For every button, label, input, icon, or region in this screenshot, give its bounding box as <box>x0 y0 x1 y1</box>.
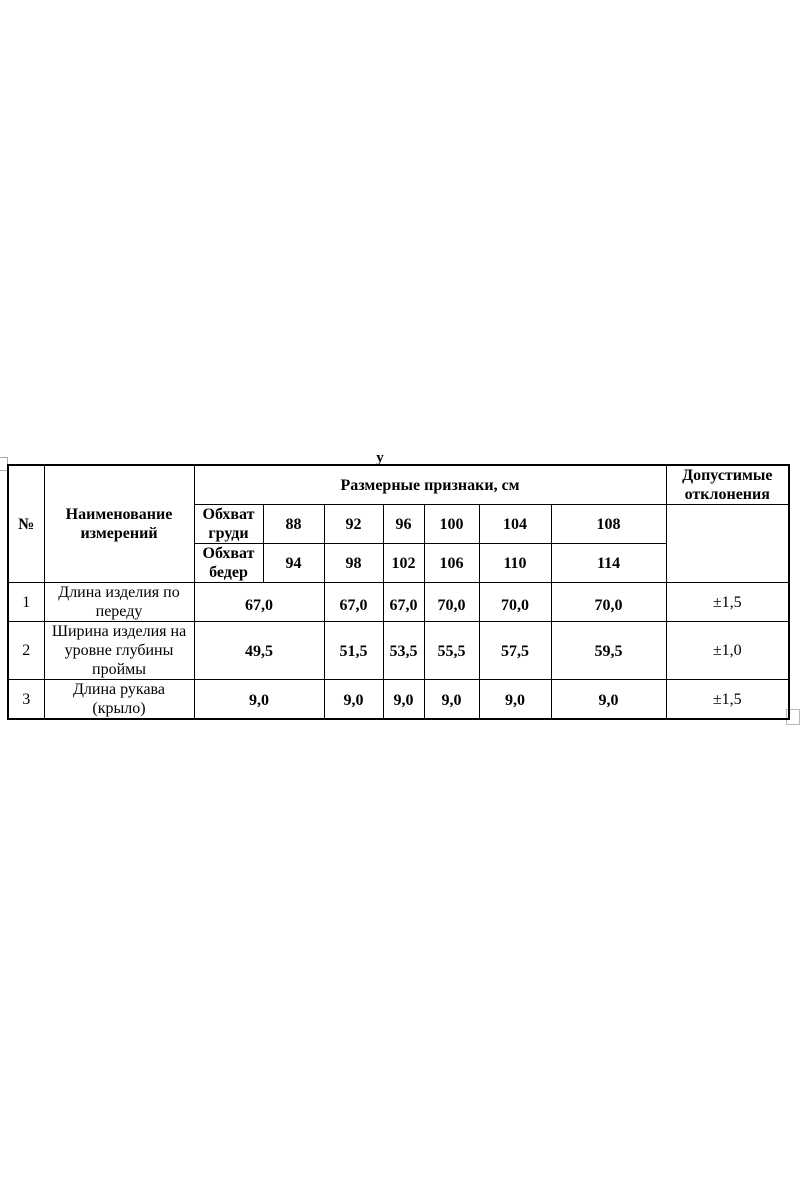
chest-size-cell: 108 <box>550 504 667 544</box>
hip-size-cell: 98 <box>323 543 384 583</box>
value-cell: 70,0 <box>550 582 667 622</box>
value-cell: 57,5 <box>478 621 552 680</box>
value-cell: 49,5 <box>193 621 325 680</box>
header-row-hip: Обхват бедер 94 98 102 106 110 114 <box>8 543 789 583</box>
hip-size-cell: 102 <box>382 543 425 583</box>
value-cell: 9,0 <box>193 679 325 720</box>
value-cell: 9,0 <box>382 679 425 720</box>
value-cell: 9,0 <box>323 679 384 720</box>
value-cell: 67,0 <box>193 582 325 622</box>
table-row: 3 Длина рукава (крыло) 9,0 9,0 9,0 9,0 9… <box>7 679 790 720</box>
chest-size-cell: 96 <box>382 504 425 544</box>
number-column-header: № <box>7 464 45 583</box>
table-row: 2 Ширина изделия на уровне глубины пройм… <box>7 621 790 680</box>
value-cell: 67,0 <box>323 582 384 622</box>
value-cell: 70,0 <box>478 582 552 622</box>
tolerance-cell: ±1,5 <box>665 679 790 720</box>
chest-size-cell: 88 <box>262 504 325 544</box>
size-chart-table: № Наименование измерений Размерные призн… <box>7 464 791 720</box>
measurement-label: Длина изделия по переду <box>43 582 195 622</box>
hip-size-cell: 106 <box>423 543 480 583</box>
chest-size-cell: 100 <box>423 504 480 544</box>
chest-size-cell: 92 <box>323 504 384 544</box>
table-row: 1 Длина изделия по переду 67,0 67,0 67,0… <box>7 582 790 622</box>
chest-girth-label: Обхват груди <box>193 504 264 544</box>
tolerance-cell: ±1,5 <box>665 582 790 622</box>
hip-size-cell: 110 <box>478 543 552 583</box>
value-cell: 59,5 <box>550 621 667 680</box>
value-cell: 70,0 <box>423 582 480 622</box>
value-cell: 9,0 <box>478 679 552 720</box>
row-number: 1 <box>7 582 45 622</box>
header-row-chest: Обхват груди 88 92 96 100 104 108 <box>8 504 790 583</box>
row-number: 3 <box>7 679 45 720</box>
value-cell: 55,5 <box>423 621 480 680</box>
tolerance-header: Допустимые отклонения <box>665 464 790 505</box>
value-cell: 53,5 <box>382 621 425 680</box>
measurement-name-header: Наименование измерений <box>43 464 195 583</box>
chest-size-cell: 104 <box>478 504 552 544</box>
value-cell: 67,0 <box>382 582 425 622</box>
value-cell: 9,0 <box>550 679 667 720</box>
measurement-label: Ширина изделия на уровне глубины проймы <box>43 621 195 680</box>
value-cell: 51,5 <box>323 621 384 680</box>
size-group-header: Размерные признаки, см <box>193 464 667 505</box>
hip-girth-label: Обхват бедер <box>193 543 264 583</box>
measurement-label: Длина рукава (крыло) <box>43 679 195 720</box>
tolerance-cell: ±1,0 <box>665 621 790 680</box>
hip-size-cell: 114 <box>550 543 667 583</box>
header-row-1: № Наименование измерений Размерные призн… <box>7 464 790 583</box>
tolerance-empty-cell <box>665 504 790 583</box>
value-cell: 9,0 <box>423 679 480 720</box>
cropped-text-fragment: у <box>376 451 384 464</box>
row-number: 2 <box>7 621 45 680</box>
hip-size-cell: 94 <box>262 543 325 583</box>
size-chart: № Наименование измерений Размерные призн… <box>7 464 791 720</box>
